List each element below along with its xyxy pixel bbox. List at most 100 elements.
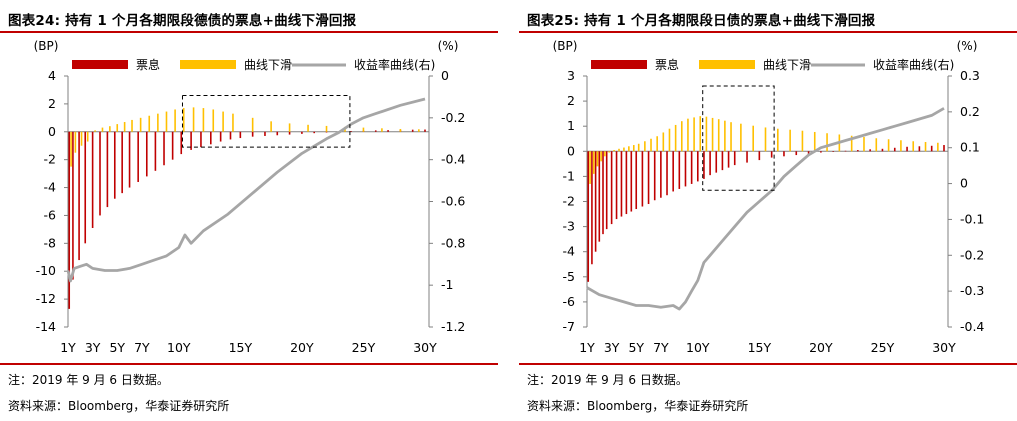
yield-curve-line (66, 97, 426, 283)
left-tick-label: -4 (44, 180, 57, 195)
coupon-bar (906, 146, 908, 152)
rolldown-bar (165, 111, 168, 132)
coupon-bar (943, 145, 945, 152)
x-tick-label: 5Y (109, 340, 125, 355)
coupon-bar (820, 151, 822, 153)
rolldown-bar (740, 123, 742, 152)
chart-title: 图表25: 持有 1 个月各期限段日债的票息+曲线下滑回报 (527, 13, 876, 29)
left-tick-label: -7 (563, 319, 575, 334)
right-tick-label: -0.8 (441, 235, 465, 250)
coupon-bar (727, 151, 730, 168)
x-tick-label: 30Y (413, 340, 437, 355)
coupon-bar (684, 151, 687, 187)
coupon-bar (145, 131, 148, 177)
x-tick-label: 15Y (748, 340, 772, 355)
rolldown-bar (628, 146, 630, 152)
rolldown-bar (596, 151, 599, 167)
x-tick-label: 5Y (628, 340, 644, 355)
rolldown-bar (730, 122, 732, 152)
rolldown-bar (680, 121, 683, 152)
coupon-bar (625, 151, 628, 215)
coupon-bar (795, 151, 798, 156)
rolldown-bar (801, 130, 804, 152)
rolldown-bar (86, 131, 89, 142)
rolldown-bar (418, 129, 420, 132)
rolldown-bar (212, 109, 215, 132)
x-tick-label: 20Y (290, 340, 314, 355)
title-divider (0, 31, 498, 33)
rolldown-bar (182, 108, 185, 132)
left-tick-label: -6 (44, 207, 57, 222)
rolldown-bar (131, 119, 133, 132)
footer-divider (519, 363, 1017, 365)
coupon-bar (602, 151, 604, 235)
rolldown-bar (789, 129, 791, 152)
rolldown-bar (123, 122, 126, 132)
rolldown-bar (687, 118, 689, 152)
highlight-box (702, 85, 775, 191)
rolldown-bar (912, 141, 915, 152)
title-divider (519, 31, 1017, 33)
rolldown-bar (693, 117, 695, 152)
coupon-bar (696, 151, 699, 182)
rolldown-bar (399, 128, 402, 132)
left-tick-label: -4 (563, 244, 576, 259)
x-tick-label: 7Y (134, 340, 150, 355)
rolldown-bar (148, 115, 151, 132)
x-tick-label: 20Y (809, 340, 833, 355)
right-tick-label: -0.1 (960, 211, 984, 226)
coupon-bar (72, 131, 74, 280)
rolldown-bar (589, 151, 591, 184)
right-tick-label: 0 (960, 176, 968, 191)
left-tick-label: -2 (44, 152, 56, 167)
coupon-bar (746, 151, 748, 163)
x-tick-label: 25Y (871, 340, 895, 355)
coupon-bar (620, 151, 623, 217)
coupon-bar (666, 151, 668, 196)
rolldown-bar (850, 135, 853, 152)
rolldown-bar (101, 127, 104, 132)
rolldown-bar (711, 117, 714, 152)
coupon-bar (68, 131, 71, 309)
coupon-bar (251, 131, 254, 137)
coupon-bar (99, 131, 101, 216)
coupon-bar (239, 131, 242, 139)
right-tick-label: 0.3 (960, 68, 980, 83)
right-tick-label: -0.4 (960, 319, 984, 334)
left-tick-label: 1 (567, 118, 575, 133)
rolldown-bar (887, 139, 890, 152)
rolldown-bar (381, 128, 383, 132)
coupon-bar (594, 151, 597, 252)
legend-swatch-rolldown (699, 60, 755, 69)
x-tick-label: 15Y (229, 340, 253, 355)
chart-panel-de: 图表24: 持有 1 个月各期限段德债的票息+曲线下滑回报 (BP) (%) 票息 曲… (0, 0, 498, 421)
rolldown-bar (724, 120, 726, 152)
left-tick-label: 2 (48, 96, 56, 111)
rolldown-bar (924, 142, 927, 152)
x-tick-label: 10Y (167, 340, 191, 355)
combo-chart: (BP) (%) 票息 曲线下滑 收益率曲线(右) 3 2 1 0 -1 -2 -3 -4 -5 -6 -7 0… (553, 39, 985, 355)
coupon-bar (832, 151, 835, 152)
right-tick-label: -1 (441, 277, 453, 292)
coupon-bar (605, 151, 608, 230)
right-tick-label: -0.2 (441, 110, 465, 125)
rolldown-bar (70, 131, 72, 167)
chart-panel-jp: 图表25: 持有 1 个月各期限段日债的票息+曲线下滑回报 (BP) (%) 票息 曲… (519, 0, 1017, 421)
legend-label-rolldown: 曲线下滑 (244, 58, 292, 72)
rolldown-bar (222, 111, 224, 132)
coupon-bar (857, 150, 859, 152)
x-tick-label: 7Y (653, 340, 669, 355)
coupon-bar (758, 151, 761, 161)
left-tick-label: -2 (563, 194, 575, 209)
coupon-bar (678, 151, 681, 189)
coupon-bar (200, 131, 202, 148)
rolldown-bar (662, 132, 665, 152)
left-tick-label: -10 (36, 263, 56, 278)
coupon-bar (121, 131, 123, 194)
coupon-bar (930, 145, 933, 152)
rolldown-bar (251, 117, 254, 132)
rolldown-bar (826, 133, 828, 152)
right-tick-label: -1.2 (441, 319, 465, 334)
coupon-bar (591, 151, 593, 265)
coupon-bar (154, 131, 157, 171)
